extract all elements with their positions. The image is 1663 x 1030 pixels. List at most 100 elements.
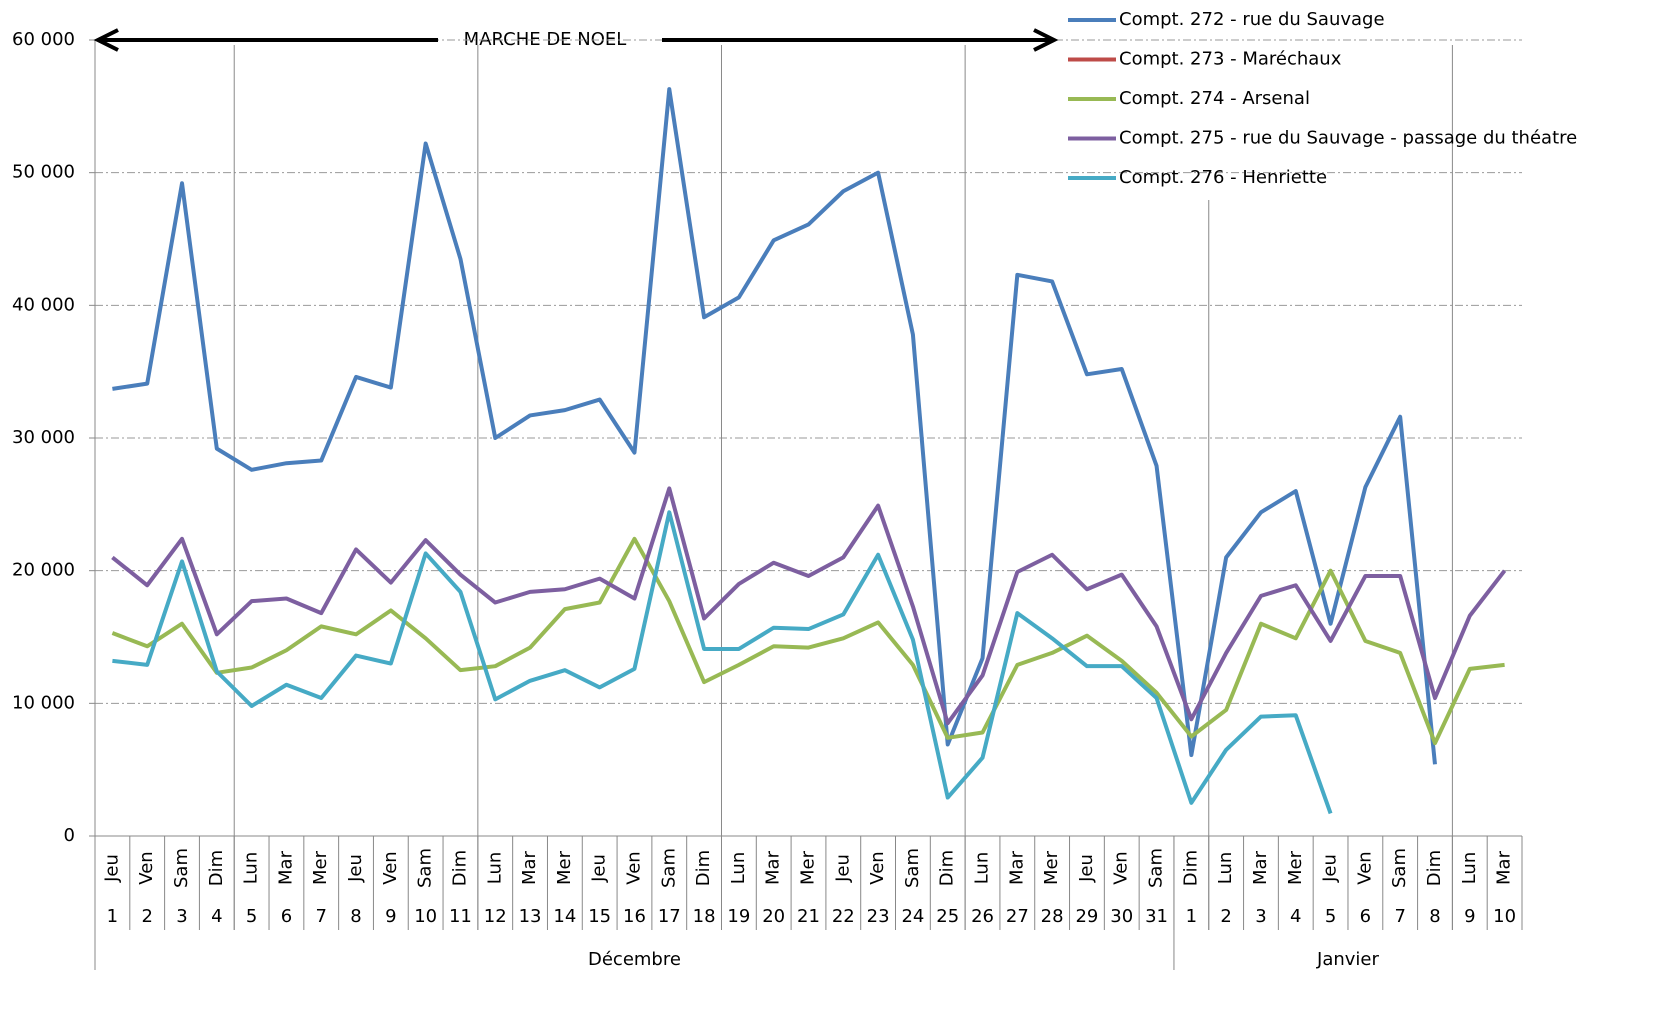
weekday-label: Jeu — [1320, 854, 1341, 883]
x-tick-label: 23 — [867, 906, 890, 927]
weekday-label: Dim — [937, 850, 958, 886]
x-tick-label: 4 — [211, 906, 222, 927]
month-label: Janvier — [1316, 949, 1379, 970]
legend-label: Compt. 276 - Henriette — [1119, 167, 1327, 188]
weekday-label: Lun — [972, 852, 993, 885]
x-tick-label: 8 — [1429, 906, 1440, 927]
series-line — [111, 486, 1507, 726]
weekday-label: Ven — [867, 851, 888, 884]
x-tick-label: 18 — [693, 906, 716, 927]
weekday-label: Dim — [449, 850, 470, 886]
x-tick-label: 10 — [414, 906, 437, 927]
weekday-label: Sam — [658, 848, 679, 888]
x-tick-label: 30 — [1110, 906, 1133, 927]
x-tick-label: 8 — [350, 906, 361, 927]
x-tick-label: 3 — [176, 906, 187, 927]
weekday-label: Mar — [519, 850, 540, 885]
weekday-label: Sam — [171, 848, 192, 888]
x-tick-label: 14 — [553, 906, 576, 927]
x-tick-label: 4 — [1290, 906, 1301, 927]
y-tick-label: 10 000 — [12, 692, 75, 713]
x-tick-label: 25 — [936, 906, 959, 927]
weekday-label: Ven — [623, 851, 644, 884]
x-tick-label: 24 — [901, 906, 924, 927]
weekday-label: Mar — [1494, 850, 1515, 885]
weekday-label: Dim — [1424, 850, 1445, 886]
legend-label: Compt. 274 - Arsenal — [1119, 88, 1310, 109]
series-line — [112, 87, 1437, 765]
x-tick-label: 2 — [1220, 906, 1231, 927]
weekday-label: Lun — [728, 852, 749, 885]
weekday-label: Ven — [380, 851, 401, 884]
x-tick-label: 5 — [1325, 906, 1336, 927]
x-tick-label: 9 — [1464, 906, 1475, 927]
weekday-label: Ven — [1111, 851, 1132, 884]
x-tick-label: 19 — [727, 906, 750, 927]
weekday-label: Lun — [241, 852, 262, 885]
weekday-label: Mer — [798, 850, 819, 885]
weekday-label: Mer — [310, 850, 331, 885]
series-line — [111, 536, 1505, 746]
month-label: Décembre — [588, 949, 681, 970]
weekday-label: Dim — [206, 850, 227, 886]
x-tick-label: 12 — [484, 906, 507, 927]
x-tick-label: 6 — [281, 906, 292, 927]
weekday-label: Mer — [1285, 850, 1306, 885]
x-tick-label: 22 — [832, 906, 855, 927]
y-tick-label: 50 000 — [12, 162, 75, 183]
legend-label: Compt. 272 - rue du Sauvage — [1119, 9, 1385, 30]
weekday-label: Mar — [275, 850, 296, 885]
weekday-label: Jeu — [589, 854, 610, 883]
weekday-label: Mar — [763, 850, 784, 885]
x-tick-label: 28 — [1041, 906, 1064, 927]
y-tick-label: 0 — [64, 825, 75, 846]
weekday-label: Sam — [902, 848, 923, 888]
arrow-head — [1033, 28, 1059, 52]
weekday-label: Jeu — [832, 854, 853, 883]
weekday-label: Dim — [693, 850, 714, 886]
y-tick-label: 40 000 — [12, 294, 75, 315]
weekday-label: Dim — [1180, 850, 1201, 886]
x-tick-label: 9 — [385, 906, 396, 927]
x-tick-label: 21 — [797, 906, 820, 927]
weekday-label: Jeu — [345, 854, 366, 883]
weekday-label: Lun — [1459, 852, 1480, 885]
weekday-label: Sam — [1389, 848, 1410, 888]
legend-label: Compt. 275 - rue du Sauvage - passage du… — [1119, 128, 1577, 149]
weekday-label: Jeu — [101, 854, 122, 883]
x-tick-label: 5 — [246, 906, 257, 927]
weekday-label: Lun — [484, 852, 505, 885]
series-line — [112, 510, 1333, 815]
weekday-label: Sam — [1146, 848, 1167, 888]
weekday-label: Lun — [1215, 852, 1236, 885]
x-tick-label: 26 — [971, 906, 994, 927]
x-tick-label: 1 — [1186, 906, 1197, 927]
x-tick-label: 2 — [141, 906, 152, 927]
x-tick-label: 3 — [1255, 906, 1266, 927]
weekday-label: Ven — [136, 851, 157, 884]
x-tick-label: 11 — [449, 906, 472, 927]
weekday-label: Mer — [554, 850, 575, 885]
x-tick-label: 7 — [316, 906, 327, 927]
x-tick-label: 17 — [658, 906, 681, 927]
x-tick-label: 20 — [762, 906, 785, 927]
weekday-label: Mar — [1250, 850, 1271, 885]
x-tick-label: 10 — [1493, 906, 1516, 927]
legend-label: Compt. 273 - Maréchaux — [1119, 49, 1342, 70]
weekday-label: Sam — [415, 848, 436, 888]
weekday-label: Jeu — [1076, 854, 1097, 883]
x-tick-label: 6 — [1360, 906, 1371, 927]
y-tick-label: 60 000 — [12, 29, 75, 50]
weekday-label: Ven — [1354, 851, 1375, 884]
weekday-label: Mar — [1006, 850, 1027, 885]
x-tick-label: 7 — [1394, 906, 1405, 927]
x-tick-label: 13 — [519, 906, 542, 927]
x-tick-label: 29 — [1075, 906, 1098, 927]
arrow-head — [93, 28, 119, 52]
x-tick-label: 1 — [107, 906, 118, 927]
x-tick-label: 16 — [623, 906, 646, 927]
y-tick-label: 30 000 — [12, 427, 75, 448]
x-tick-label: 31 — [1145, 906, 1168, 927]
